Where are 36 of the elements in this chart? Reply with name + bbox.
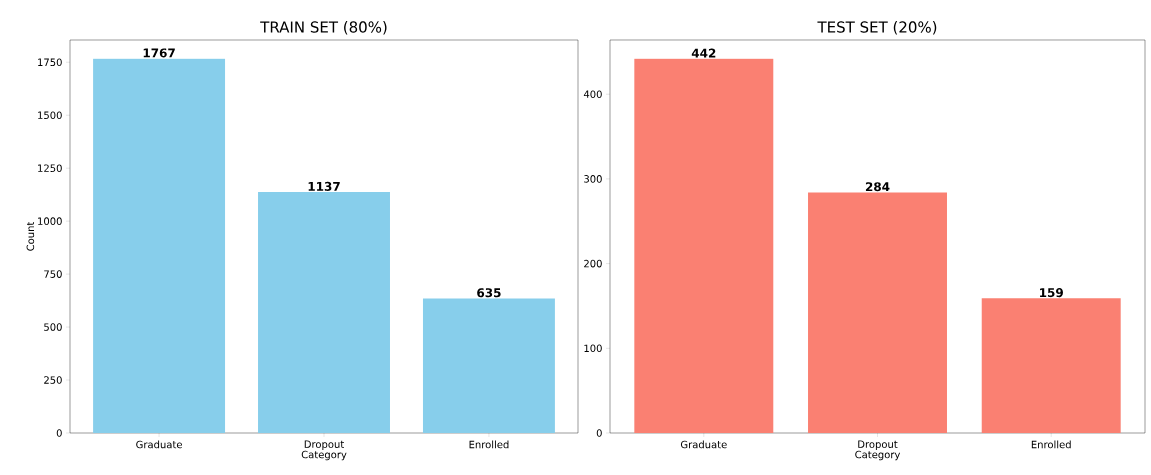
y-tick-label: 100 (584, 344, 602, 353)
x-tick-label: Dropout (858, 440, 898, 450)
y-axis-title: Count (26, 221, 35, 251)
bar (258, 192, 390, 433)
y-tick-label: 1500 (38, 111, 62, 119)
y-tick-label: 250 (44, 376, 62, 384)
x-tick-label: Dropout (304, 440, 344, 450)
bar (634, 58, 774, 433)
x-axis-title: Category (855, 450, 901, 461)
x-tick-label: Enrolled (469, 440, 509, 449)
y-tick-label: 1000 (38, 217, 62, 225)
y-tick-label: 1750 (38, 58, 62, 67)
y-tick-label: 0 (596, 429, 602, 437)
bar (93, 58, 226, 433)
y-tick-label: 300 (584, 175, 602, 183)
x-axis-title: Category (301, 450, 347, 461)
y-tick-label: 750 (44, 270, 62, 278)
data-label: 1137 (308, 181, 340, 191)
y-tick-label: 0 (56, 429, 62, 437)
data-label: 635 (477, 288, 501, 298)
y-tick-label: 400 (583, 90, 602, 98)
bar (808, 192, 947, 433)
chart-title: TEST SET (20%) (817, 21, 937, 35)
y-tick-label: 500 (44, 323, 62, 331)
data-label: 159 (1040, 288, 1063, 298)
y-tick-label: 200 (584, 259, 602, 268)
x-tick-label: Enrolled (1031, 440, 1071, 449)
x-tick-label: Graduate (136, 440, 182, 449)
y-tick-label: 1250 (38, 164, 62, 172)
chart-title: TRAIN SET (80%) (260, 21, 387, 35)
data-label: 1767 (143, 48, 175, 58)
data-label: 284 (865, 182, 890, 192)
bar (422, 298, 555, 433)
data-label: 442 (691, 48, 716, 58)
x-tick-label: Graduate (680, 440, 727, 449)
bar (981, 298, 1121, 433)
